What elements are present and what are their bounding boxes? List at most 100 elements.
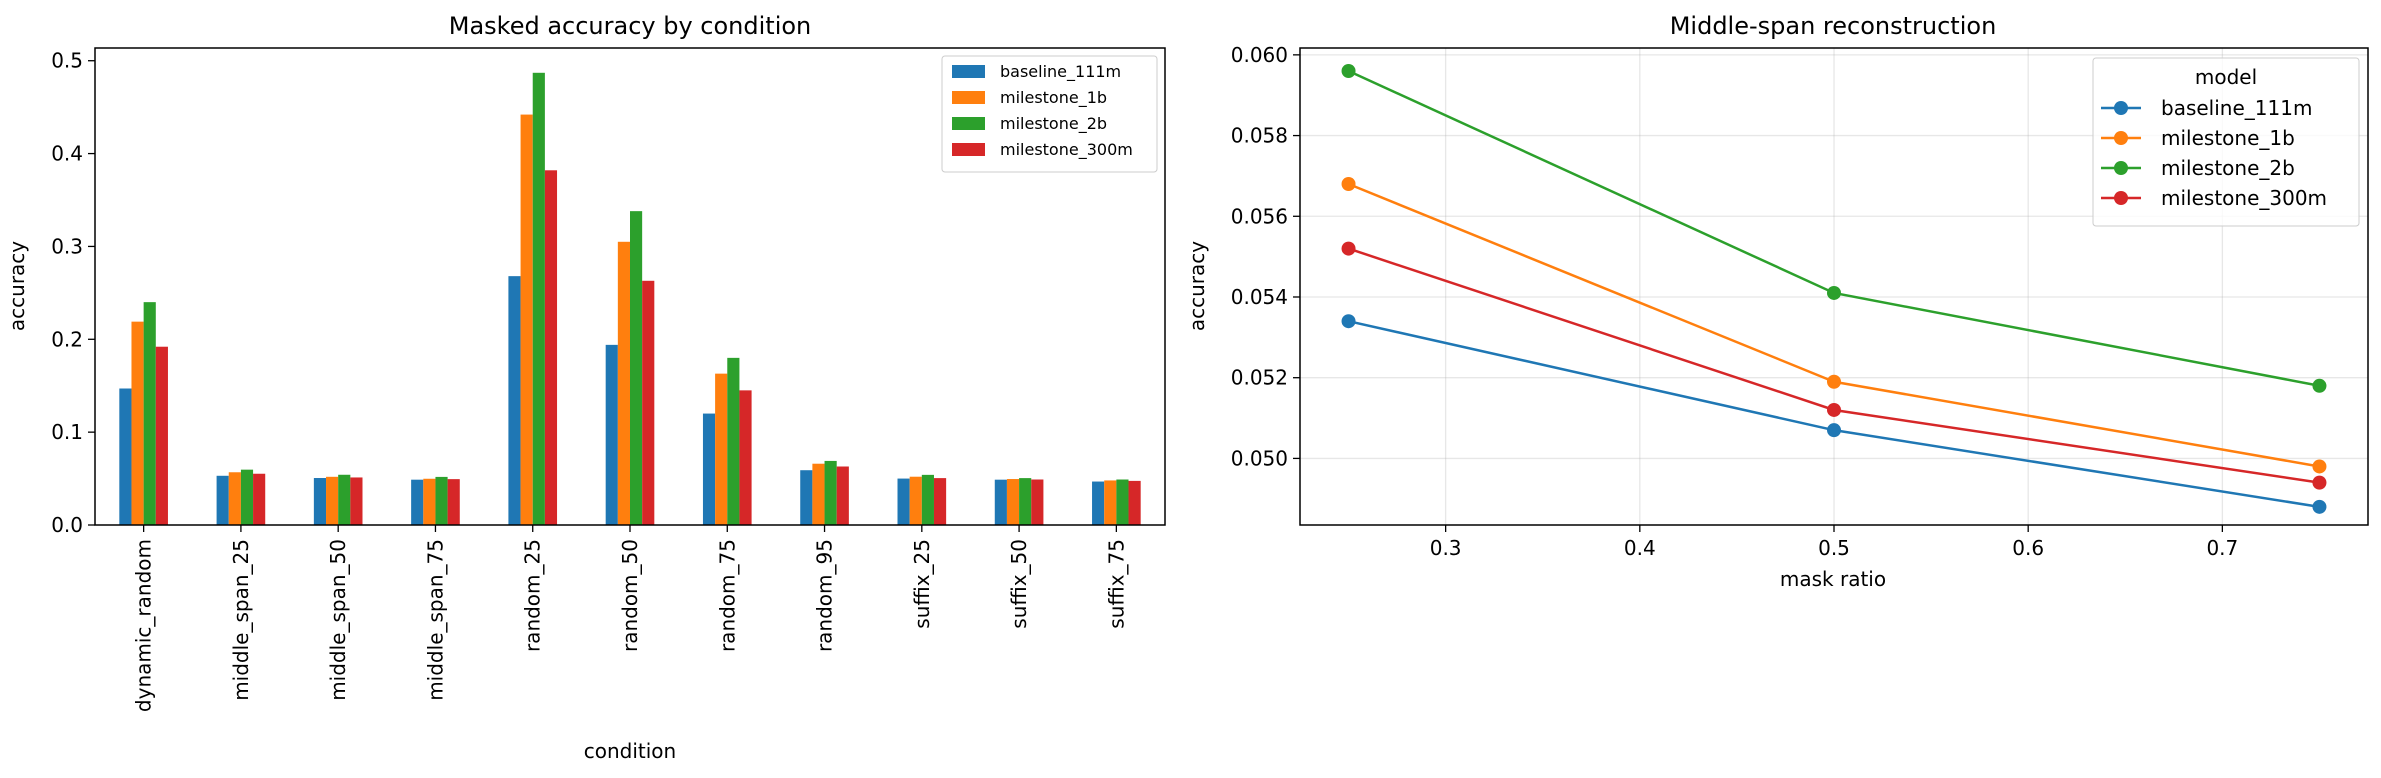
bar-chart-x-axis-label: condition [584,739,676,763]
data-point [1341,64,1356,79]
line-chart-legend-marker [2114,101,2128,115]
bar-chart-legend-label: baseline_111m [1000,62,1121,82]
bar [326,476,339,525]
bar [447,479,460,525]
line-chart-y-tick-label: 0.056 [1231,204,1288,228]
data-point [2312,499,2327,514]
bar [909,476,922,525]
line-chart-legend: model baseline_111m milestone_1b milestone… [2092,57,2360,227]
data-point [2312,459,2327,474]
bar-chart-x-tick-label: dynamic_random [132,539,156,712]
bar-chart-y-tick-label: 0.1 [51,420,83,444]
bar [240,469,254,525]
bar-chart-legend-label: milestone_1b [1000,88,1107,108]
line-chart-y-tick-label: 0.058 [1231,124,1288,148]
line-chart-legend-title: model [2195,65,2257,89]
bar [1031,479,1044,525]
line-chart-legend-label: baseline_111m [2161,96,2312,120]
bar [520,114,533,525]
line-chart-legend-box [2092,57,2360,227]
bar-chart-x-tick-label: suffix_50 [1007,539,1031,629]
line-chart-x-tick-label: 0.4 [1624,536,1656,560]
bar [228,472,241,525]
data-point [2312,378,2327,393]
bar [605,344,618,525]
bar [1092,481,1105,525]
line-chart-x-tick-label: 0.6 [2012,536,2044,560]
bar-chart-legend-box [941,55,1158,173]
bar [508,276,521,525]
data-point [1827,285,1841,300]
bar-chart-title: Masked accuracy by condition [449,12,812,40]
bar-chart-legend-label: milestone_2b [1000,114,1107,134]
bar-chart-legend-swatch [952,143,985,156]
line-chart-x-tick-label: 0.5 [1818,536,1850,560]
data-point [1341,176,1356,191]
line-chart-y-tick-label: 0.054 [1231,285,1288,309]
bar-chart-x-tick-label: random_75 [715,539,739,652]
line-chart-legend-label: milestone_1b [2161,126,2295,150]
line-chart-legend-marker [2114,161,2128,175]
line-chart-legend-marker [2114,191,2128,205]
bar [1019,478,1032,525]
bar [216,475,229,525]
line-chart-legend-marker [2114,131,2128,145]
bar-chart-legend-swatch [952,117,985,130]
bar-chart-x-tick-label: random_50 [618,539,642,652]
line-chart-axes-frame [1299,47,2369,526]
line-chart-y-tick-label: 0.052 [1231,366,1288,390]
bar [800,470,813,525]
bar-chart-y-axis-label: accuracy [5,241,29,331]
bar-chart-ticks: 0.0 0.1 0.2 0.3 0.4 0.5 dynamic_random middle_s… [51,49,1128,712]
line-chart-ticks: 0.3 0.4 0.5 0.6 0.7 0.050 0.052 0.054 0.056 0.058… [1231,43,2239,560]
bar [994,479,1007,525]
bar [1006,479,1020,525]
bar-chart-y-tick-label: 0.3 [51,234,83,258]
bar [617,241,630,525]
line-chart-y-axis-label: accuracy [1185,241,1209,331]
bar-chart-x-tick-label: middle_span_75 [423,539,447,701]
bar [702,413,716,525]
line-chart-legend-label: milestone_300m [2161,186,2327,210]
bar-chart-legend-label: milestone_300m [1000,140,1133,160]
bar-chart-x-tick-label: random_25 [521,539,545,652]
bar [155,346,168,525]
bar [119,388,132,525]
line-chart-y-tick-label: 0.050 [1231,446,1288,470]
bar-chart-y-tick-label: 0.4 [51,142,83,166]
data-point [1341,314,1356,329]
line-chart-title: Middle-span reconstruction [1670,12,1997,40]
bar-chart-x-tick-label: suffix_75 [1104,539,1128,629]
bar-chart-y-tick-label: 0.0 [51,513,83,537]
line-chart-x-axis-label: mask ratio [1780,567,1886,591]
bar [1116,479,1129,525]
bar [812,463,825,525]
bar-chart-legend-swatch [952,65,985,78]
line-chart-y-tick-label: 0.060 [1231,43,1288,67]
bar [836,466,849,525]
bar [897,478,910,525]
bar-chart-axes-frame [94,47,1166,526]
bar-chart-legend-swatch [952,91,985,104]
data-point [1827,423,1841,438]
bar-chart: Masked accuracy by condition accuracy co… [5,12,1166,763]
bar [630,211,643,525]
bar [143,302,156,525]
bar-chart-legend: baseline_111m milestone_1b milestone_2bmil… [941,55,1158,173]
bar [435,476,448,525]
bar [313,478,327,525]
bar-chart-x-tick-label: random_95 [813,539,837,652]
bar [1104,480,1117,525]
bar [131,321,144,525]
bar [532,72,545,526]
bar [423,478,436,525]
bar [933,478,947,525]
bar [253,473,266,525]
line-chart-x-tick-label: 0.7 [2206,536,2238,560]
bar-chart-bars [119,72,1141,526]
bar [739,390,752,525]
bar-chart-x-tick-label: middle_span_25 [229,539,253,701]
data-point [1341,241,1356,256]
